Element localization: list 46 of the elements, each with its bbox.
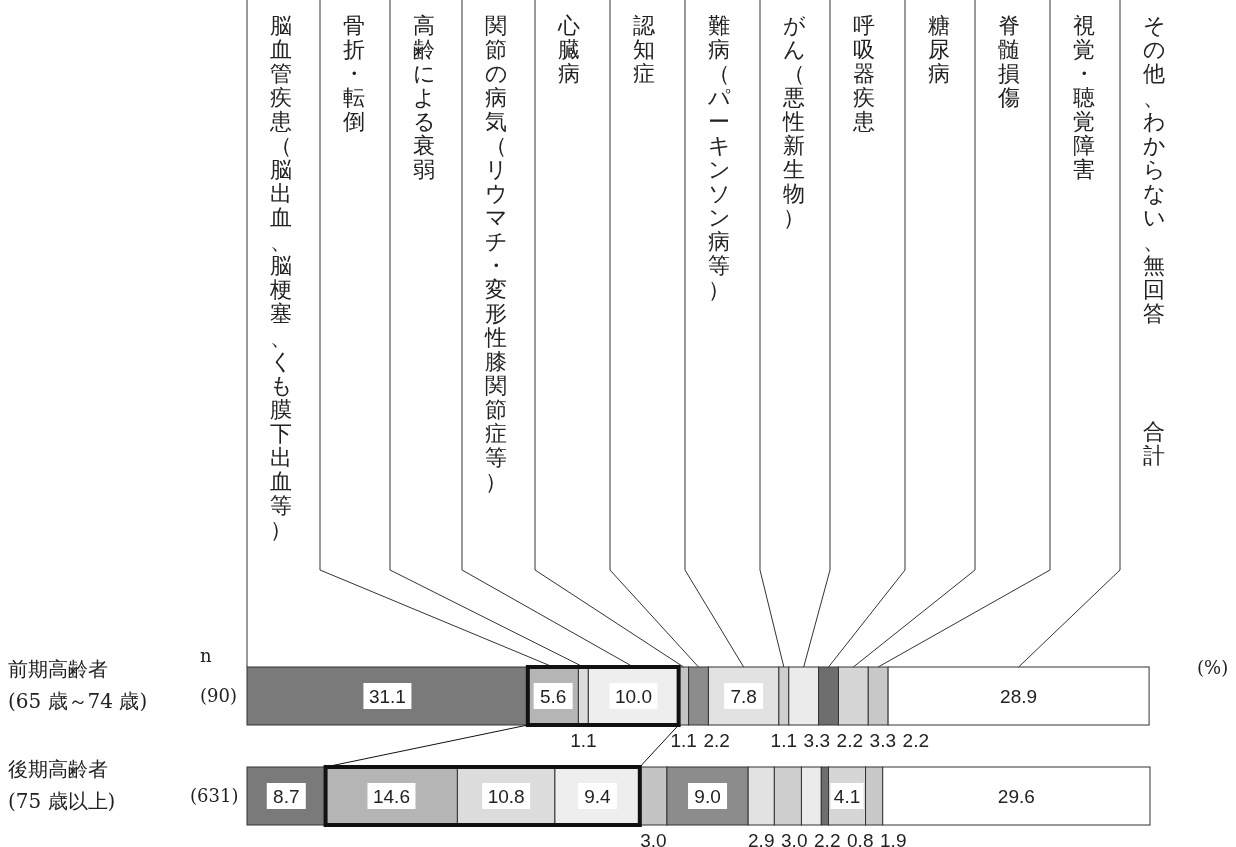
text: その他、わからない、無回答 bbox=[1142, 13, 1166, 326]
data-label: 5.6 bbox=[539, 686, 567, 707]
text: (%) bbox=[1197, 657, 1229, 678]
text: 難病（パーキンソン病等） bbox=[707, 13, 731, 302]
data-label: 10.0 bbox=[614, 686, 652, 707]
data-label: 3.0 bbox=[781, 830, 808, 847]
text: 合計 bbox=[1142, 419, 1166, 468]
data-label: 4.1 bbox=[833, 786, 861, 807]
text: 脊髄損傷 bbox=[997, 13, 1021, 110]
y-tick-label: 後期高齢者 (75 歳以上) bbox=[8, 756, 116, 815]
data-label: 9.4 bbox=[584, 786, 611, 807]
data-label: 31.1 bbox=[368, 686, 406, 707]
data-label: 2.9 bbox=[748, 830, 775, 847]
data-label: 9.0 bbox=[694, 786, 721, 807]
data-label: 2.2 bbox=[814, 830, 841, 847]
data-label: 7.8 bbox=[730, 686, 757, 707]
data-label: 1.1 bbox=[770, 730, 798, 751]
text: 心臓病 bbox=[557, 13, 581, 86]
text: 呼吸器疾患 bbox=[852, 13, 876, 134]
data-label: 14.6 bbox=[372, 786, 410, 807]
text: 糖尿病 bbox=[927, 13, 951, 86]
text: 関節の病気（リウマチ・変形性膝関節症等） bbox=[484, 13, 508, 494]
data-label: 2.2 bbox=[836, 730, 864, 751]
text: 高齢による衰弱 bbox=[412, 13, 436, 182]
text: (90) bbox=[200, 685, 237, 706]
data-label: 29.6 bbox=[997, 786, 1035, 807]
data-label: 0.8 bbox=[847, 830, 874, 847]
data-label: 1.1 bbox=[670, 730, 697, 751]
data-label: 28.9 bbox=[1000, 686, 1038, 707]
text: 視覚・聴覚障害 bbox=[1072, 13, 1096, 182]
data-label: 2.2 bbox=[902, 730, 930, 751]
text: 認知症 bbox=[632, 13, 656, 86]
text: がん（悪性新生物） bbox=[782, 13, 806, 230]
y-tick-label: 前期高齢者 (65 歳～74 歳) bbox=[8, 656, 148, 715]
data-label: 3.3 bbox=[803, 730, 831, 751]
data-label: 3.3 bbox=[869, 730, 897, 751]
text: 骨折・転倒 bbox=[342, 13, 366, 134]
data-label: 8.7 bbox=[273, 786, 300, 807]
data-label: 1.1 bbox=[570, 730, 597, 751]
text: (631) bbox=[190, 785, 239, 806]
data-label: 2.2 bbox=[703, 730, 730, 751]
text: 脳血管疾患（脳出血、脳梗塞、くも膜下出血等） bbox=[269, 13, 293, 542]
data-label: 1.9 bbox=[880, 830, 907, 847]
data-label: 10.8 bbox=[487, 786, 525, 807]
text: n bbox=[200, 645, 212, 666]
data-label: 3.0 bbox=[640, 830, 667, 847]
